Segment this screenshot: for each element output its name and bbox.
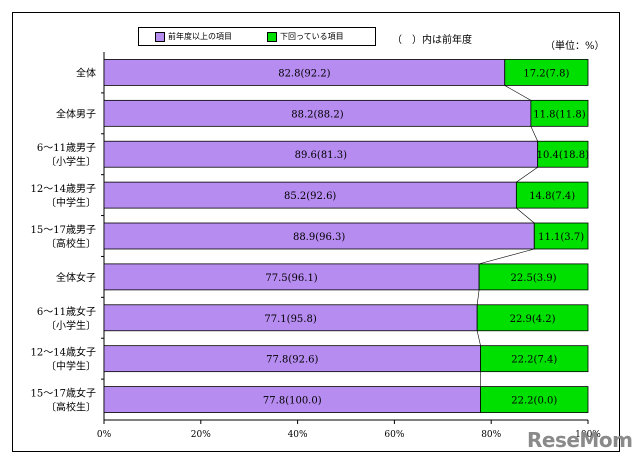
- category-label-8-1: 〔高校生〕: [46, 401, 96, 414]
- category-label-4-0: 15～17歳男子: [31, 224, 96, 236]
- data-label-below-0: 17.2(7.8): [523, 68, 569, 79]
- bar-below-8: [480, 386, 589, 413]
- bar-below-3: [515, 181, 589, 209]
- category-label-3-0: 12～14歳男子: [31, 183, 96, 195]
- unit-note: （単位：%）: [545, 41, 605, 52]
- connector-line-5: [476, 289, 480, 305]
- bar-below-6: [476, 304, 589, 332]
- bar-above-2: [103, 140, 539, 168]
- legend-label-below: 下回っている項目: [280, 32, 344, 41]
- data-label-below-5: 22.5(3.9): [511, 273, 557, 284]
- x-tick-label-3: 60%: [384, 430, 404, 440]
- bar-below-7: [480, 345, 589, 373]
- category-label-7-1: 〔中学生〕: [46, 360, 96, 373]
- bar-below-4: [533, 222, 589, 250]
- data-label-below-4: 11.1(3.7): [538, 232, 584, 243]
- data-label-above-4: 88.9(96.3): [293, 232, 345, 243]
- data-label-below-2: 10.4(18.8): [537, 150, 589, 161]
- x-tick-label-4: 80%: [481, 430, 501, 440]
- watermark-logo: ReseMom: [527, 428, 633, 452]
- bar-above-8: [103, 386, 481, 413]
- connector-line-1: [530, 126, 538, 142]
- data-label-below-7: 22.2(7.4): [511, 355, 557, 366]
- category-label-6-0: 6～11歳女子: [37, 305, 96, 318]
- data-label-above-5: 77.5(96.1): [265, 273, 317, 284]
- category-label-2-1: 〔小学生〕: [46, 155, 96, 168]
- category-label-0-0: 全体: [76, 66, 96, 79]
- bar-above-4: [103, 222, 535, 250]
- bar-above-3: [103, 181, 517, 209]
- x-tick-label-5: 100%: [575, 430, 601, 440]
- x-tick-label-0: 0%: [97, 430, 112, 440]
- legend-swatch-below: [267, 31, 277, 42]
- category-label-2-0: 6～11歳男子: [37, 142, 96, 154]
- previous-year-note: （ ）内は前年度: [392, 35, 472, 46]
- legend-label-above: 前年度以上の項目: [168, 32, 232, 41]
- data-label-above-0: 82.8(92.2): [278, 68, 330, 79]
- data-label-above-8: 77.8(100.0): [263, 396, 322, 407]
- data-label-above-2: 89.6(81.3): [295, 150, 347, 161]
- x-tick-label-1: 20%: [191, 430, 211, 440]
- connector-line-6: [476, 330, 481, 346]
- connector-line-3: [516, 207, 535, 224]
- legend: 前年度以上の項目 下回っている項目: [138, 27, 376, 46]
- data-label-above-6: 77.1(95.8): [264, 314, 316, 325]
- data-label-below-6: 22.9(4.2): [510, 314, 556, 325]
- connector-line-4: [479, 248, 535, 265]
- data-label-below-8: 22.2(0.0): [511, 396, 557, 407]
- category-label-4-1: 〔高校生〕: [46, 237, 96, 250]
- bar-below-0: [504, 59, 589, 86]
- legend-item-below: 下回っている項目: [267, 31, 344, 42]
- bar-below-2: [537, 140, 589, 168]
- category-label-6-1: 〔小学生〕: [46, 319, 96, 332]
- category-label-7-0: 12～14歳女子: [31, 346, 96, 359]
- data-label-above-7: 77.8(92.6): [266, 355, 318, 366]
- bar-below-1: [530, 99, 589, 127]
- connector-line-2: [516, 166, 538, 183]
- bar-above-1: [103, 99, 532, 127]
- category-label-1-0: 全体男子: [56, 107, 96, 120]
- data-label-above-1: 88.2(88.2): [291, 109, 343, 120]
- data-label-below-1: 11.8(11.8): [533, 109, 585, 120]
- connector-line-0: [504, 85, 532, 101]
- category-label-5-0: 全体女子: [56, 271, 96, 284]
- category-label-3-1: 〔中学生〕: [46, 196, 96, 209]
- bar-below-5: [478, 263, 589, 291]
- data-label-above-3: 85.2(92.6): [284, 191, 336, 202]
- category-label-8-0: 15～17歳女子: [31, 387, 96, 400]
- data-label-below-3: 14.8(7.4): [529, 191, 575, 202]
- legend-item-above: 前年度以上の項目: [155, 31, 232, 42]
- legend-swatch-above: [155, 31, 165, 42]
- x-tick-label-2: 40%: [288, 430, 308, 440]
